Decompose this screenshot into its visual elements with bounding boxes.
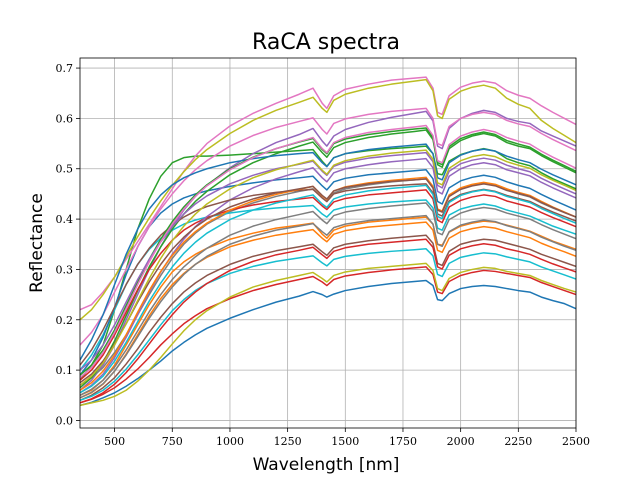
series-line-11 bbox=[80, 169, 576, 376]
x-axis-label: Wavelength [nm] bbox=[253, 455, 400, 475]
series-line-9 bbox=[80, 262, 576, 407]
chart-title: RaCA spectra bbox=[252, 30, 400, 55]
axes-frame bbox=[79, 57, 577, 429]
series-line-26 bbox=[80, 178, 576, 384]
plot-area bbox=[80, 76, 576, 407]
tick-labels: 500 750 1000 1250 1500 1750 2000 2250 2500 0.0 0.1… bbox=[56, 62, 591, 448]
series-group bbox=[80, 76, 576, 407]
series-line-10 bbox=[80, 199, 576, 371]
x-tick-label: 2000 bbox=[447, 435, 475, 448]
series-line-29 bbox=[80, 149, 576, 386]
y-tick-label: 0.4 bbox=[56, 213, 74, 226]
series-line-6 bbox=[80, 234, 576, 401]
x-tick-label: 1750 bbox=[389, 435, 417, 448]
x-tick-label: 2500 bbox=[562, 435, 590, 448]
axes bbox=[76, 57, 577, 432]
series-line-19 bbox=[80, 202, 576, 396]
series-line-14 bbox=[80, 189, 576, 381]
x-tick-label: 1000 bbox=[216, 435, 244, 448]
x-tick-label: 500 bbox=[104, 435, 125, 448]
y-tick-label: 0.0 bbox=[56, 414, 74, 427]
y-tick-label: 0.2 bbox=[56, 314, 74, 327]
x-tick-label: 750 bbox=[162, 435, 183, 448]
series-line-24 bbox=[80, 238, 576, 404]
x-tick-label: 1500 bbox=[331, 435, 359, 448]
series-line-30 bbox=[80, 184, 576, 394]
series-line-13 bbox=[80, 129, 576, 389]
series-line-17 bbox=[80, 107, 576, 346]
series-line-27 bbox=[80, 124, 576, 379]
y-tick-label: 0.5 bbox=[56, 163, 74, 176]
series-line-1 bbox=[80, 279, 576, 407]
y-axis-label: Reflectance bbox=[27, 193, 47, 293]
y-tick-label: 0.1 bbox=[56, 364, 74, 377]
grid-lines bbox=[80, 58, 577, 428]
y-tick-label: 0.3 bbox=[56, 263, 74, 276]
y-tick-label: 0.6 bbox=[56, 112, 74, 125]
series-line-4 bbox=[80, 266, 576, 404]
x-tick-label: 2250 bbox=[504, 435, 532, 448]
series-line-20 bbox=[80, 248, 576, 402]
y-tick-label: 0.7 bbox=[56, 62, 74, 75]
series-line-28 bbox=[80, 214, 576, 399]
series-line-18 bbox=[80, 78, 576, 321]
series-line-21 bbox=[80, 143, 576, 361]
x-tick-label: 1250 bbox=[274, 435, 302, 448]
series-line-7 bbox=[80, 76, 576, 311]
series-line-12 bbox=[80, 221, 576, 399]
